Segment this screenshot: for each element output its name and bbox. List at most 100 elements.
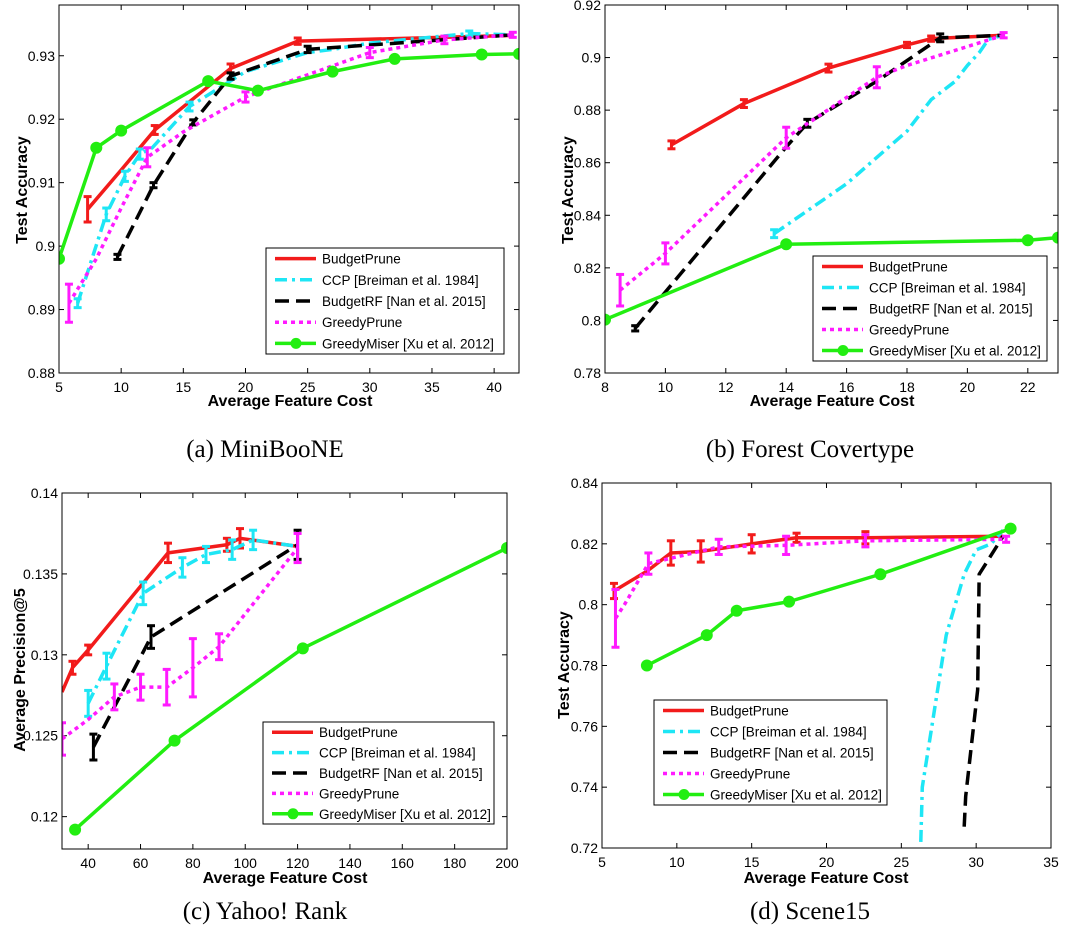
data-point-marker	[700, 629, 713, 642]
x-tick-label: 30	[362, 379, 378, 395]
x-tick-label: 8	[601, 379, 609, 395]
legend: BudgetPrune CCP [Breiman et al. 1984] Budg…	[653, 699, 888, 806]
data-point-marker	[780, 238, 793, 251]
x-tick-label: 120	[286, 855, 310, 871]
legend: BudgetPrune CCP [Breiman et al. 1984] Budg…	[812, 255, 1048, 362]
x-tick-label: 140	[338, 855, 362, 871]
y-tick-label: 0.13	[31, 647, 58, 663]
legend: BudgetPrune CCP [Breiman et al. 1984] Budg…	[265, 247, 505, 355]
y-tick-label: 0.82	[574, 260, 601, 276]
legend-label: CCP [Breiman et al. 1984]	[322, 273, 479, 288]
subplot-2: 40 60 80 100 120 140 160 180 200 0.12 0.125 0.13 0.1…	[12, 485, 519, 887]
y-tick-label: 0.88	[28, 365, 55, 381]
series-line-4	[605, 235, 1058, 322]
subplot-0: 5 10 15 20 25 30 35 40 0.88 0.89 0.9 0.91 0.92 0.93 Av…	[14, 4, 520, 410]
y-tick-label: 0.89	[28, 302, 55, 318]
caption-b: (b) Forest Covertype	[705, 436, 915, 463]
series-line-4	[73, 546, 507, 831]
series-line-3	[67, 33, 513, 305]
y-tick-label: 0.74	[571, 779, 598, 795]
series-line-2	[91, 543, 299, 748]
axes-box	[61, 492, 508, 850]
data-point-marker	[168, 734, 181, 747]
x-tick-label: 80	[185, 855, 201, 871]
data-point-marker	[326, 65, 339, 78]
data-point-marker	[783, 595, 796, 608]
data-point-marker	[501, 542, 507, 555]
legend-marker	[287, 808, 299, 820]
y-tick-label: 0.92	[574, 0, 601, 13]
legend-label: BudgetRF [Nan et al. 2015]	[322, 294, 486, 309]
x-tick-label: 35	[1043, 854, 1059, 870]
data-point-marker	[90, 141, 103, 154]
data-point-marker	[1052, 231, 1058, 244]
x-tick-label: 10	[113, 379, 129, 395]
x-tick-label: 14	[778, 379, 794, 395]
legend-label: BudgetRF [Nan et al. 2015]	[319, 766, 483, 781]
caption-c: (c) Yahoo! Rank	[182, 898, 348, 925]
legend-label: GreedyMiser [Xu et al. 2012]	[710, 788, 882, 803]
y-tick-label: 0.76	[571, 718, 598, 734]
legend-label: GreedyPrune	[710, 767, 790, 782]
series-group	[62, 527, 507, 836]
series-group	[609, 522, 1017, 842]
x-tick-label: 180	[443, 855, 467, 871]
x-tick-label: 15	[744, 854, 760, 870]
legend-marker	[678, 789, 690, 800]
caption-a: (a) MiniBooNE	[186, 436, 344, 463]
y-axis-label: Average Precision@5	[12, 588, 29, 752]
y-tick-label: 0.125	[23, 728, 58, 744]
data-point-marker	[251, 84, 264, 97]
data-point-marker	[69, 823, 82, 836]
legend-label: GreedyPrune	[319, 786, 399, 801]
y-tick-label: 0.8	[582, 312, 602, 328]
y-tick-label: 0.14	[31, 485, 58, 501]
data-point-marker	[640, 659, 653, 672]
y-tick-label: 0.9	[582, 50, 602, 66]
series-line-4	[646, 526, 1012, 668]
subplot-1: 8 10 12 14 16 18 20 22 0.78 0.8 0.82 0.84 0.86 0.88 0.…	[560, 0, 1059, 410]
x-tick-label: 30	[968, 854, 984, 870]
data-point-marker	[202, 75, 215, 88]
series-line-2	[633, 33, 1004, 330]
x-tick-label: 12	[718, 379, 734, 395]
legend-label: GreedyMiser [Xu et al. 2012]	[319, 807, 491, 822]
legend-label: CCP [Breiman et al. 1984]	[710, 725, 867, 740]
y-tick-label: 0.135	[23, 566, 58, 582]
data-point-marker	[115, 124, 128, 137]
legend: BudgetPrune CCP [Breiman et al. 1984] Budg…	[262, 721, 495, 825]
data-point-marker	[475, 48, 488, 61]
y-tick-label: 0.72	[571, 840, 598, 856]
series-line-0	[86, 33, 513, 211]
axes-box	[58, 4, 520, 374]
series-line-2	[962, 535, 1005, 827]
y-tick-label: 0.9	[36, 238, 56, 254]
y-tick-label: 0.86	[574, 155, 601, 171]
x-tick-label: 20	[819, 854, 835, 870]
y-tick-label: 0.84	[571, 475, 598, 491]
x-tick-label: 20	[238, 379, 254, 395]
y-tick-label: 0.91	[28, 175, 55, 191]
data-point-marker	[1004, 522, 1017, 535]
series-line-2	[115, 33, 513, 258]
series-line-0	[613, 534, 1004, 593]
series-group	[605, 31, 1058, 333]
x-tick-label: 35	[424, 379, 440, 395]
series-line-0	[670, 33, 1004, 147]
x-tick-label: 25	[894, 854, 910, 870]
legend-label: BudgetPrune	[869, 260, 948, 275]
y-axis-label: Test Accuracy	[556, 611, 573, 719]
x-tick-label: 15	[176, 379, 192, 395]
legend-label: CCP [Breiman et al. 1984]	[869, 281, 1026, 296]
x-tick-label: 5	[598, 854, 606, 870]
data-point-marker	[874, 568, 887, 581]
x-tick-label: 20	[960, 379, 976, 395]
data-point-marker	[296, 642, 309, 655]
series-line-3	[618, 33, 1005, 292]
legend-label: BudgetRF [Nan et al. 2015]	[710, 746, 874, 761]
legend-label: GreedyPrune	[869, 323, 949, 338]
legend-label: GreedyPrune	[322, 315, 402, 330]
legend-label: BudgetPrune	[710, 704, 789, 719]
data-point-marker	[59, 252, 65, 265]
